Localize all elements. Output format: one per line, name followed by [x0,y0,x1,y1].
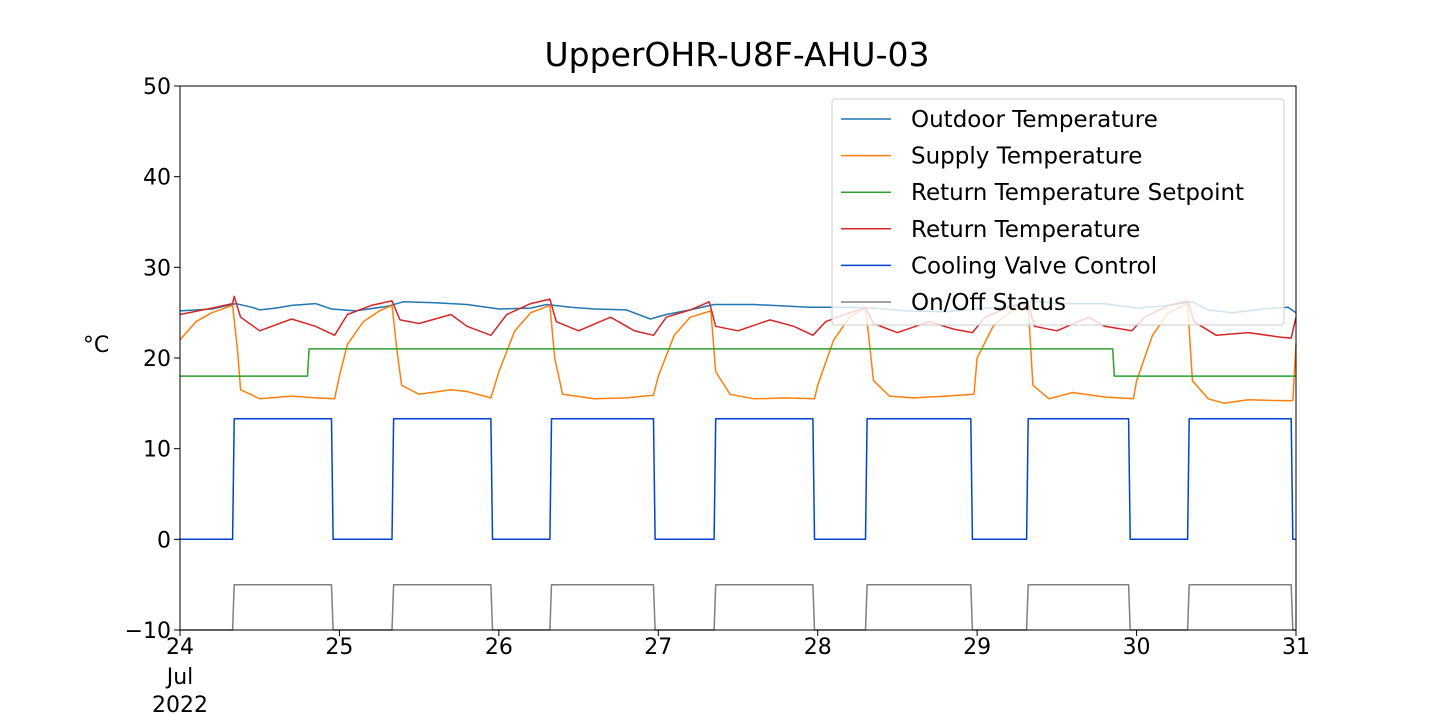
y-tick-label: 0 [157,528,171,553]
legend-box [831,98,1285,326]
series-line-5 [180,583,1296,631]
x-sublabel-year: 2022 [152,693,208,718]
y-tick-label: 40 [143,166,171,191]
x-tick-label: 27 [644,635,672,660]
legend: Outdoor Temperature Supply Temperature Ret… [831,98,1285,326]
y-tick-label: 20 [143,347,171,372]
series-line-1 [179,302,1297,405]
series-line-2 [180,348,1296,377]
legend-label-4: Cooling Valve Control [911,253,1157,279]
x-sublabel-month: Jul [165,665,194,690]
y-axis-label: °C [83,333,109,358]
x-tick-label: 30 [1123,635,1151,660]
y-tick-label: 10 [143,438,171,463]
chart-title: UpperOHR-U8F-AHU-03 [545,35,930,74]
legend-label-1: Supply Temperature [911,144,1142,170]
y-tick-label: 50 [143,75,171,100]
x-tick-label: 31 [1282,635,1310,660]
y-tick-label: 30 [143,256,171,281]
x-tick-label: 24 [166,635,194,660]
legend-label-0: Outdoor Temperature [911,107,1158,133]
legend-label-3: Return Temperature [911,217,1140,243]
series-line-3 [179,295,1297,339]
x-tick-label: 26 [485,635,513,660]
x-tick-label: 25 [325,635,353,660]
x-tick-label: 29 [963,635,991,660]
series-line-4 [180,417,1296,541]
y-tick-label: −10 [125,619,171,644]
series-layer [179,295,1297,631]
x-tick-label: 28 [804,635,832,660]
legend-label-5: On/Off Status [911,290,1066,316]
legend-label-2: Return Temperature Setpoint [911,180,1244,206]
